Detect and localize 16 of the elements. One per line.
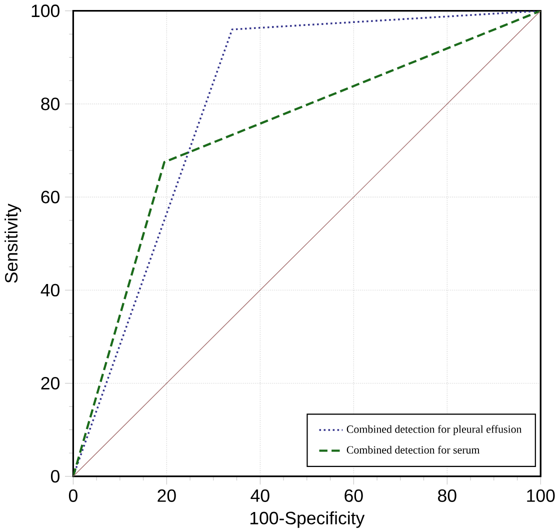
x-tick-label: 40 (250, 489, 270, 502)
y-tick-label: 0 (50, 470, 60, 482)
x-tick-label: 100 (527, 489, 555, 502)
y-tick-label: 60 (41, 190, 60, 204)
y-tick-label: 40 (40, 284, 60, 296)
legend-label: Combined detection for serum (346, 446, 480, 454)
legend-label: Combined detection for pleural effusion (346, 424, 522, 435)
y-tick-label: 20 (41, 376, 60, 390)
x-tick-label: 0 (68, 489, 78, 502)
x-tick-label: 80 (438, 489, 456, 502)
x-axis-title: 100-Specificity (250, 511, 365, 528)
y-axis-title: Sensitivity (4, 203, 22, 283)
y-tick-label: 100 (32, 4, 60, 17)
x-tick-label: 20 (158, 489, 176, 502)
y-tick-label: 80 (41, 97, 60, 110)
x-tick-label: 60 (344, 489, 363, 502)
